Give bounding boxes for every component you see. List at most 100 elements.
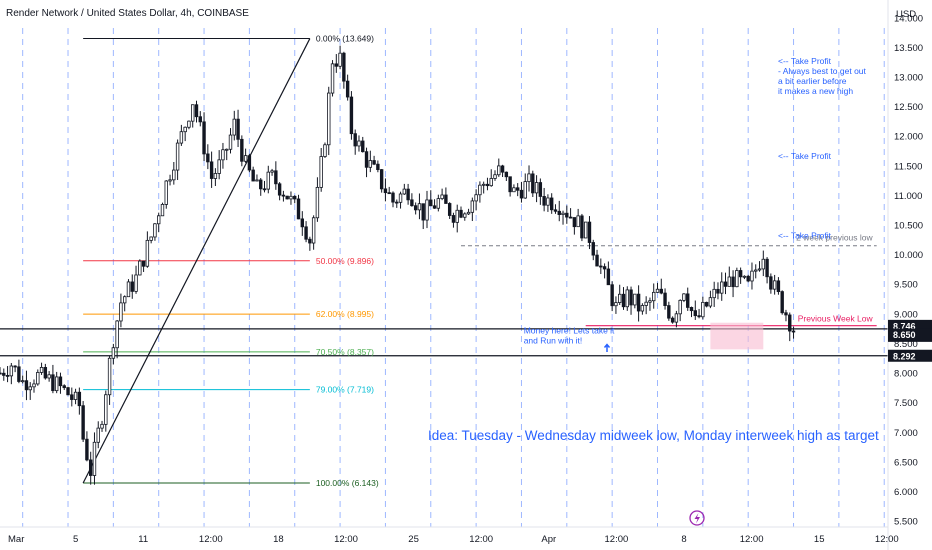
candle-body — [636, 293, 641, 312]
candle-body — [88, 459, 93, 476]
candle — [349, 91, 354, 140]
candle-body — [610, 284, 614, 307]
candle — [674, 310, 679, 328]
candle — [466, 208, 471, 215]
candle — [644, 296, 648, 315]
candle — [497, 158, 501, 177]
candle-body — [523, 181, 527, 199]
candle — [720, 272, 724, 301]
candle — [413, 202, 418, 215]
y-tick-label: 14.000 — [894, 13, 923, 24]
candle-body — [379, 169, 384, 190]
candle-body — [606, 268, 611, 286]
candle-body — [497, 165, 501, 176]
y-axis[interactable]: 14.000 13.500 13.000 12.500 12.000 11.500 11.0… — [894, 13, 923, 527]
candle — [735, 267, 739, 288]
candle-body — [24, 380, 29, 391]
candle-body — [655, 288, 660, 293]
x-axis[interactable]: Mar 5 11 12:00 18 12:00 25 12:00 Apr 12:00 8 12:00 1… — [8, 534, 899, 545]
candle — [697, 308, 701, 319]
lightning-icon[interactable] — [689, 510, 705, 526]
candle-body — [678, 299, 682, 315]
candle-body — [285, 195, 289, 200]
candle — [376, 160, 380, 173]
candle — [553, 204, 558, 214]
candle-body — [682, 293, 686, 301]
candle-body — [58, 376, 63, 387]
candle — [160, 202, 165, 217]
candle — [689, 306, 694, 318]
candle — [259, 178, 263, 196]
candle — [772, 274, 777, 295]
candle-body — [126, 281, 131, 298]
candle-body — [187, 120, 191, 128]
candle-body — [198, 116, 202, 123]
candle — [432, 199, 437, 209]
candle — [580, 213, 584, 242]
candle — [126, 279, 131, 298]
candle — [2, 368, 6, 381]
annotation-text: <-- Take Profit — [778, 151, 832, 161]
candle-body — [451, 215, 456, 223]
candle-body — [323, 144, 327, 157]
candle-body — [39, 367, 44, 373]
candle-body — [652, 291, 656, 302]
candle-body — [772, 280, 777, 290]
x-tick-label: 12:00 — [199, 534, 223, 545]
candle-body — [474, 194, 478, 202]
candle — [395, 199, 399, 208]
annotations: <-- Take Profit- Always best to get out … — [524, 56, 867, 345]
fib-retracement[interactable]: 0.00% (13.649) 50.00% (9.896) 62.00% (8.99… — [83, 34, 379, 488]
candle-body — [73, 391, 78, 400]
candle — [784, 309, 788, 322]
candle — [323, 142, 327, 158]
candle-body — [742, 275, 747, 278]
candle — [149, 236, 153, 244]
candle — [565, 205, 569, 224]
candle — [9, 362, 14, 385]
candle — [489, 169, 493, 187]
candle — [236, 109, 240, 148]
annotation-text: Money here! Lets take it — [524, 325, 615, 335]
candle — [81, 401, 85, 443]
y-tick-label: 13.000 — [894, 72, 923, 83]
candle-body — [565, 212, 569, 218]
candle-body — [213, 173, 218, 179]
candle — [546, 194, 550, 212]
candle-body — [470, 200, 475, 213]
candle-body — [731, 276, 735, 288]
candle — [633, 293, 637, 309]
candle-body — [361, 140, 365, 153]
candle-body — [20, 380, 25, 383]
candle — [164, 180, 168, 209]
candle — [122, 295, 127, 312]
trend-line[interactable] — [82, 38, 311, 484]
candle — [776, 277, 781, 295]
candle-body — [693, 310, 697, 317]
candle-body — [70, 394, 74, 400]
candle — [444, 187, 448, 204]
candle — [693, 300, 697, 320]
candle-body — [47, 374, 51, 379]
candle — [342, 51, 346, 89]
candle-body — [319, 156, 323, 188]
candle-body — [614, 302, 618, 307]
x-tick-label: 12:00 — [334, 534, 358, 545]
fib-level-label: 62.00% (8.995) — [316, 309, 374, 319]
candle — [686, 287, 690, 311]
candle-body — [788, 314, 792, 332]
price-tag-label: 8.746 — [893, 321, 916, 331]
candle-body — [621, 293, 626, 308]
candle — [610, 281, 614, 312]
candle-body — [92, 441, 97, 476]
candle — [221, 142, 225, 169]
candle-body — [447, 203, 452, 216]
highlight-zone — [710, 322, 764, 350]
candle — [780, 290, 784, 315]
candle — [549, 193, 554, 214]
x-tick-label: 25 — [408, 534, 419, 545]
candle-body — [149, 236, 153, 241]
candle-body — [746, 275, 750, 282]
candle — [232, 110, 236, 141]
